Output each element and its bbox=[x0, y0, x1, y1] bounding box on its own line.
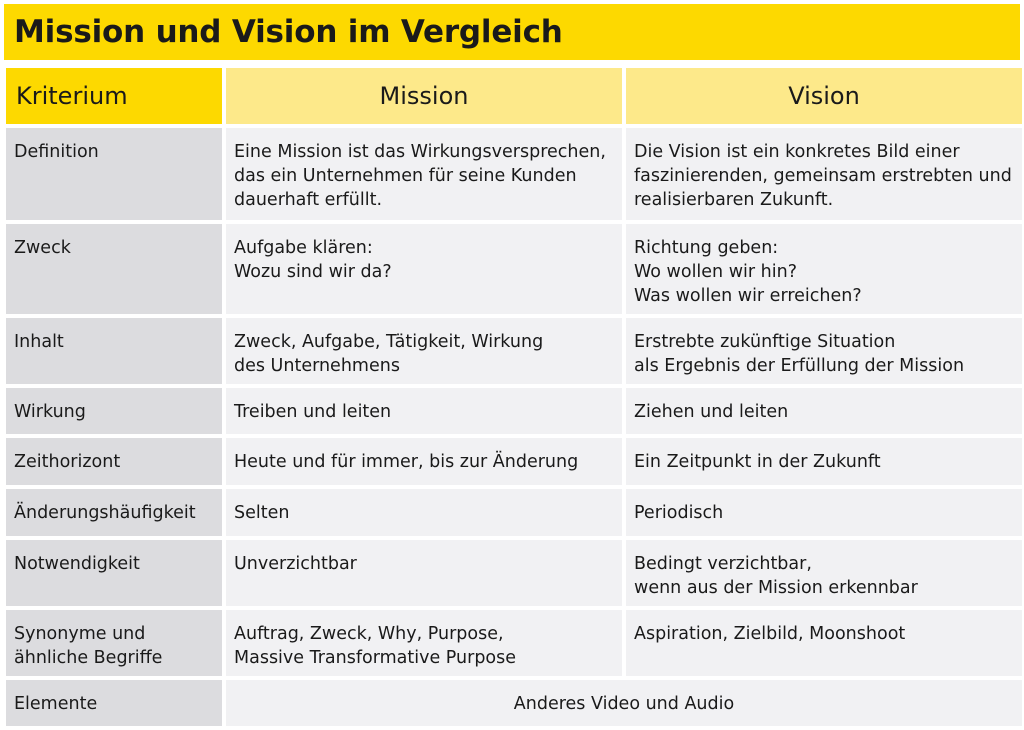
header-kriterium: Kriterium bbox=[6, 68, 222, 124]
table-row: Definition Eine Mission ist das Wirkungs… bbox=[6, 128, 1022, 220]
header-row: Kriterium Mission Vision bbox=[6, 68, 1022, 124]
comparison-table: Kriterium Mission Vision Definition Eine… bbox=[2, 64, 1024, 730]
mission-cell: Treiben und leiten bbox=[226, 388, 622, 434]
criterion-cell: Wirkung bbox=[6, 388, 222, 434]
table-row: Synonyme und ähnliche Begriffe Auftrag, … bbox=[6, 610, 1022, 676]
vision-cell: Aspiration, Zielbild, Moonshoot bbox=[626, 610, 1022, 676]
page-title: Mission und Vision im Vergleich bbox=[14, 14, 563, 50]
criterion-cell: Zeithorizont bbox=[6, 438, 222, 485]
criterion-cell: Änderungshäufigkeit bbox=[6, 489, 222, 536]
merged-cell: Anderes Video und Audio bbox=[226, 680, 1022, 726]
header-vision: Vision bbox=[626, 68, 1022, 124]
table-row: Änderungshäufigkeit Selten Periodisch bbox=[6, 489, 1022, 536]
mission-cell: Aufgabe klären: Wozu sind wir da? bbox=[226, 224, 622, 314]
criterion-cell: Inhalt bbox=[6, 318, 222, 384]
table-row: Zweck Aufgabe klären: Wozu sind wir da? … bbox=[6, 224, 1022, 314]
vision-cell: Periodisch bbox=[626, 489, 1022, 536]
vision-cell: Die Vision ist ein konkretes Bild einer … bbox=[626, 128, 1022, 220]
criterion-cell: Definition bbox=[6, 128, 222, 220]
criterion-cell: Notwendigkeit bbox=[6, 540, 222, 606]
vision-cell: Erstrebte zukünftige Situation als Ergeb… bbox=[626, 318, 1022, 384]
table-row: Zeithorizont Heute und für immer, bis zu… bbox=[6, 438, 1022, 485]
criterion-cell: Zweck bbox=[6, 224, 222, 314]
criterion-cell: Elemente bbox=[6, 680, 222, 726]
mission-cell: Zweck, Aufgabe, Tätigkeit, Wirkung des U… bbox=[226, 318, 622, 384]
vision-cell: Richtung geben: Wo wollen wir hin? Was w… bbox=[626, 224, 1022, 314]
vision-cell: Ziehen und leiten bbox=[626, 388, 1022, 434]
table-row: Elemente Anderes Video und Audio bbox=[6, 680, 1022, 726]
table-row: Notwendigkeit Unverzichtbar Bedingt verz… bbox=[6, 540, 1022, 606]
mission-cell: Auftrag, Zweck, Why, Purpose, Massive Tr… bbox=[226, 610, 622, 676]
vision-cell: Bedingt verzichtbar, wenn aus der Missio… bbox=[626, 540, 1022, 606]
mission-cell: Unverzichtbar bbox=[226, 540, 622, 606]
criterion-cell: Synonyme und ähnliche Begriffe bbox=[6, 610, 222, 676]
header-mission: Mission bbox=[226, 68, 622, 124]
table-row: Inhalt Zweck, Aufgabe, Tätigkeit, Wirkun… bbox=[6, 318, 1022, 384]
mission-cell: Selten bbox=[226, 489, 622, 536]
table-row: Wirkung Treiben und leiten Ziehen und le… bbox=[6, 388, 1022, 434]
title-bar: Mission und Vision im Vergleich bbox=[4, 4, 1020, 60]
mission-cell: Heute und für immer, bis zur Änderung bbox=[226, 438, 622, 485]
mission-cell: Eine Mission ist das Wirkungsversprechen… bbox=[226, 128, 622, 220]
vision-cell: Ein Zeitpunkt in der Zukunft bbox=[626, 438, 1022, 485]
